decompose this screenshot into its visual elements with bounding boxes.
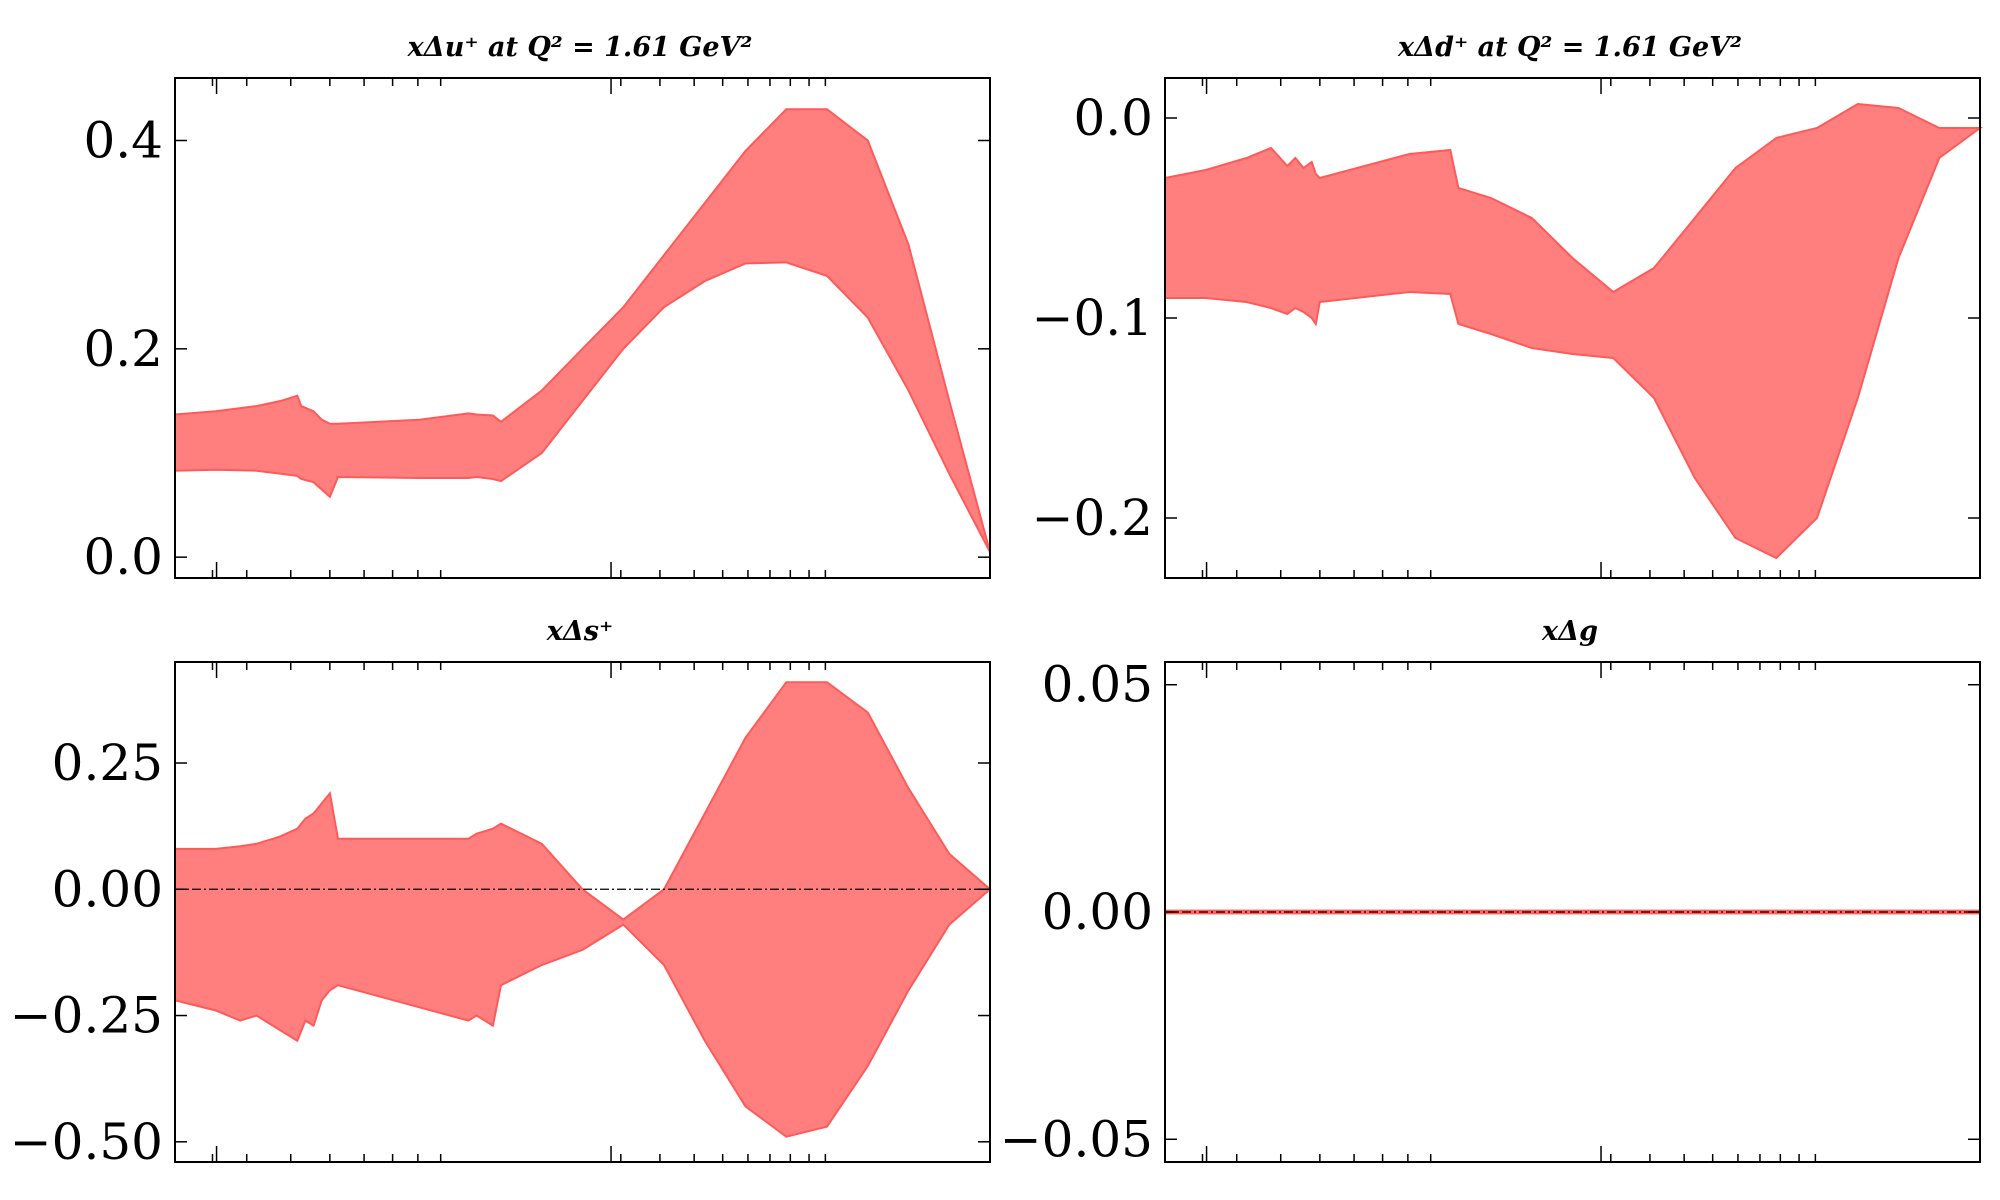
plot-frame xyxy=(174,77,991,579)
y-tick-label: 0.25 xyxy=(52,734,163,792)
x-axis-ticks xyxy=(211,78,827,578)
y-axis-ticks: −0.05 0.00 0.05 xyxy=(1000,656,1980,1168)
y-tick-label: −0.2 xyxy=(1032,489,1153,547)
y-tick-label: 0.05 xyxy=(1042,656,1153,714)
plot-frame xyxy=(174,661,991,1163)
x-axis-ticks xyxy=(211,662,827,1162)
panel-d-plus: xΔd⁺ at Q² = 1.61 GeV² −0.2 −0.1 0.0 xyxy=(1032,32,1984,579)
y-tick-label: −0.05 xyxy=(1000,1110,1153,1168)
y-axis-ticks: −0.50 −0.25 0.00 0.25 xyxy=(10,734,990,1171)
y-tick-label: 0.2 xyxy=(83,320,163,378)
y-tick-label: −0.1 xyxy=(1032,289,1153,347)
panel-title: xΔg xyxy=(1541,616,1598,647)
y-tick-label: 0.00 xyxy=(52,860,163,918)
panel-title: xΔs⁺ xyxy=(546,616,614,647)
y-tick-label: 0.0 xyxy=(1073,89,1153,147)
y-tick-label: −0.50 xyxy=(10,1113,163,1171)
panel-u-plus: xΔu⁺ at Q² = 1.61 GeV² 0.0 0.2 0.4 xyxy=(83,32,991,586)
panel-title: xΔd⁺ at Q² = 1.61 GeV² xyxy=(1397,32,1742,63)
y-axis-ticks: −0.2 −0.1 0.0 xyxy=(1032,89,1980,547)
plot-frame xyxy=(1164,77,1981,579)
y-tick-label: 0.0 xyxy=(83,528,163,586)
x-axis-ticks xyxy=(1201,662,1817,1162)
x-axis-ticks xyxy=(1201,78,1817,578)
y-tick-label: 0.00 xyxy=(1042,883,1153,941)
uncertainty-band xyxy=(174,108,991,553)
y-axis-ticks: 0.0 0.2 0.4 xyxy=(83,112,990,586)
uncertainty-band xyxy=(1164,102,1984,560)
panel-title: xΔu⁺ at Q² = 1.61 GeV² xyxy=(407,32,753,63)
uncertainty-band xyxy=(174,681,992,1138)
y-tick-label: 0.4 xyxy=(83,112,163,170)
y-tick-label: −0.25 xyxy=(10,987,163,1045)
panel-s-plus: xΔs⁺ −0.50 −0.25 0.00 0.25 xyxy=(10,616,992,1171)
panel-gluon: xΔg −0.05 0.00 0.05 xyxy=(1000,616,1981,1168)
